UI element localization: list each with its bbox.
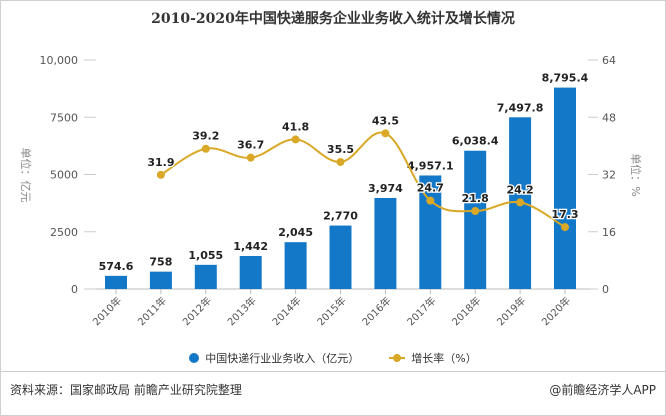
growth-point (426, 196, 435, 205)
bar-value-label: 1,055 (188, 249, 223, 262)
growth-value-label: 24.7 (417, 182, 444, 195)
right-tick-label: 64 (602, 54, 616, 67)
growth-point (561, 223, 569, 232)
x-tick-label: 2015年 (314, 294, 348, 328)
growth-point (246, 153, 255, 162)
bar (284, 242, 307, 289)
brand-credit: @前瞻经济学人APP (549, 383, 656, 397)
bar (329, 225, 352, 289)
bar (105, 275, 127, 289)
left-tick-label: 7500 (50, 111, 78, 124)
x-tick-label: 2018年 (449, 294, 483, 328)
x-tick-label: 2014年 (269, 294, 303, 328)
x-tick-label: 2012年 (180, 294, 214, 328)
bar-value-label: 7,497.8 (497, 101, 544, 114)
legend-line-marker (389, 354, 406, 362)
left-tick-label: 2500 (50, 226, 78, 239)
bar-value-label: 4,957.1 (407, 159, 454, 172)
x-tick-label: 2013年 (225, 294, 259, 328)
chart-title: 2010-2020年中国快递服务企业业务收入统计及增长情况 (151, 11, 515, 27)
left-tick-label: 5000 (50, 169, 78, 182)
legend-bar-marker (189, 353, 200, 363)
right-tick-label: 32 (602, 169, 616, 182)
x-tick-label: 2011年 (135, 294, 169, 328)
growth-point (201, 144, 210, 153)
x-tick-label: 2020年 (539, 294, 573, 328)
growth-point (516, 198, 525, 207)
bar (554, 87, 576, 289)
legend-line-label: 增长率（%） (411, 352, 477, 365)
growth-value-label: 41.8 (282, 120, 309, 133)
right-axis-label: 单位：% (629, 153, 643, 196)
bar-value-label: 574.6 (99, 260, 134, 273)
x-tick-label: 2017年 (404, 294, 438, 328)
bar-value-label: 2,770 (323, 210, 358, 223)
chart-plot: 0 2500 5000 7500 10,000 0 16 32 48 64 单位：亿元 单位：% 574… (19, 54, 643, 328)
legend: 中国快递行业业务收入（亿元） 增长率（%） (0, 350, 666, 366)
growth-line (160, 131, 566, 228)
right-tick-label: 48 (602, 111, 616, 124)
bar-value-label: 2,045 (278, 226, 313, 239)
left-tick-label: 10,000 (40, 54, 79, 67)
bar-value-label: 1,442 (233, 240, 268, 253)
bar-value-label: 6,038.4 (452, 135, 499, 148)
bar (239, 255, 262, 289)
right-tick-label: 16 (602, 226, 616, 239)
x-tick-label: 2016年 (359, 294, 393, 328)
footer-divider (0, 371, 666, 372)
bar (374, 197, 397, 289)
bar (464, 150, 487, 289)
growth-point (336, 157, 345, 166)
left-tick-label: 0 (71, 283, 78, 296)
bar-value-label: 3,974 (368, 182, 403, 195)
right-tick-label: 0 (602, 283, 609, 296)
growth-point (291, 135, 300, 144)
source-note: 资料来源：国家邮政局 前瞻产业研究院整理 (10, 383, 242, 397)
left-axis-label: 单位：亿元 (19, 148, 33, 203)
x-tick-label: 2010年 (90, 294, 124, 328)
growth-point (471, 206, 480, 215)
growth-value-label: 43.5 (372, 114, 399, 127)
bar-value-label: 758 (149, 256, 172, 269)
growth-point (381, 129, 390, 138)
growth-value-label: 17.3 (551, 208, 578, 221)
bar (149, 271, 172, 289)
growth-value-label: 21.8 (462, 192, 489, 205)
growth-point (156, 170, 165, 179)
bar-value-label: 8,795.4 (542, 72, 589, 85)
legend-bar-label: 中国快递行业业务收入（亿元） (205, 352, 360, 365)
growth-value-label: 35.5 (327, 143, 354, 156)
bar (194, 264, 217, 289)
growth-value-label: 39.2 (192, 130, 219, 143)
growth-value-label: 31.9 (147, 156, 174, 169)
growth-value-label: 24.2 (507, 183, 534, 196)
x-tick-label: 2019年 (494, 294, 528, 328)
growth-value-label: 36.7 (237, 139, 264, 152)
